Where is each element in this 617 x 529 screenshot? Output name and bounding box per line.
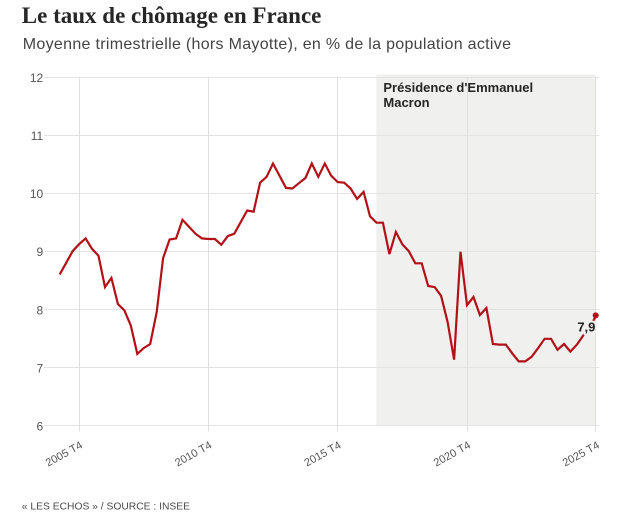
svg-text:10: 10 xyxy=(30,187,44,201)
svg-text:2010 T4: 2010 T4 xyxy=(173,439,214,469)
svg-text:Moyenne trimestrielle (hors Ma: Moyenne trimestrielle (hors Mayotte), en… xyxy=(23,36,511,53)
svg-text:2025 T4: 2025 T4 xyxy=(561,439,602,469)
svg-text:2005 T4: 2005 T4 xyxy=(44,439,85,469)
svg-text:Présidence d'Emmanuel: Présidence d'Emmanuel xyxy=(383,80,533,95)
svg-text:2015 T4: 2015 T4 xyxy=(302,439,343,469)
svg-text:8: 8 xyxy=(37,303,44,317)
svg-text:« LES ECHOS » / SOURCE : INSEE: « LES ECHOS » / SOURCE : INSEE xyxy=(22,501,190,512)
svg-text:Macron: Macron xyxy=(383,95,429,110)
svg-text:2020 T4: 2020 T4 xyxy=(432,439,473,469)
svg-text:7: 7 xyxy=(37,361,44,375)
svg-text:7,9: 7,9 xyxy=(577,320,595,335)
svg-text:11: 11 xyxy=(31,129,44,143)
svg-text:12: 12 xyxy=(30,71,44,85)
svg-text:6: 6 xyxy=(37,419,44,433)
svg-text:Le taux de chômage en France: Le taux de chômage en France xyxy=(22,3,322,28)
svg-text:9: 9 xyxy=(37,245,44,259)
